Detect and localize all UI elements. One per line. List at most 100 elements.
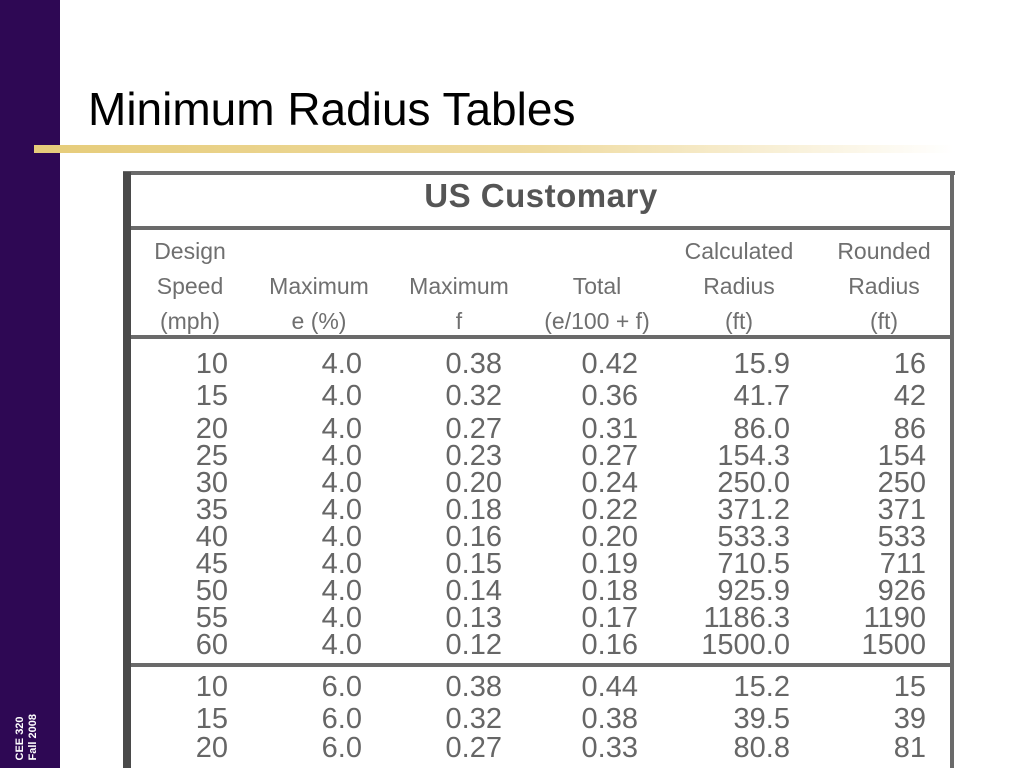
cell-max-e: 6.0 (321, 671, 362, 703)
cell-rounded-radius: 371 (877, 494, 926, 526)
header-line (396, 234, 522, 269)
header-line: f (455, 308, 463, 334)
cell-total: 0.24 (581, 467, 638, 499)
cell-calc-radius: 1500.0 (701, 629, 790, 661)
cell-total: 0.17 (581, 602, 638, 634)
title-underline (34, 145, 954, 153)
header-line: Speed (156, 273, 224, 299)
header-rounded-radius: Rounded Radius (ft) (820, 234, 948, 334)
cell-max-f: 0.27 (445, 413, 502, 445)
cell-calc-radius: 86.0 (733, 413, 790, 445)
header-max-e: Maximum e (%) (256, 234, 382, 334)
cell-rounded-radius: 250 (877, 467, 926, 499)
table-row: 15 4.0 0.32 0.36 41.7 42 (120, 380, 958, 412)
cell-max-f: 0.18 (445, 494, 502, 526)
cell-calc-radius: 371.2 (717, 494, 790, 526)
cell-speed: 10 (195, 671, 228, 703)
table-row: 20 6.0 0.27 0.33 80.8 81 (120, 732, 958, 764)
cell-max-f: 0.32 (445, 380, 502, 412)
cell-rounded-radius: 533 (877, 521, 926, 553)
cell-total: 0.44 (581, 671, 638, 703)
header-divider (131, 335, 951, 339)
course-code: CEE 320 (14, 715, 26, 760)
cell-max-f: 0.23 (445, 440, 502, 472)
cell-max-f: 0.14 (445, 575, 502, 607)
table-border-top (123, 171, 955, 175)
table-row: 25 4.0 0.23 0.27 154.3 154 (120, 440, 958, 472)
cell-max-f: 0.32 (445, 703, 502, 735)
cell-rounded-radius: 81 (893, 732, 926, 764)
cell-speed: 50 (195, 575, 228, 607)
cell-calc-radius: 533.3 (717, 521, 790, 553)
cell-rounded-radius: 39 (893, 703, 926, 735)
cell-rounded-radius: 154 (877, 440, 926, 472)
cell-max-e: 4.0 (321, 575, 362, 607)
table-row: 40 4.0 0.16 0.20 533.3 533 (120, 521, 958, 553)
table-row: 20 4.0 0.27 0.31 86.0 86 (120, 413, 958, 445)
slide-title: Minimum Radius Tables (88, 83, 576, 135)
cell-rounded-radius: 15 (893, 671, 926, 703)
cell-calc-radius: 39.5 (733, 703, 790, 735)
header-line: Design (154, 238, 226, 264)
cell-speed: 15 (195, 380, 228, 412)
course-term: Fall 2008 (27, 713, 39, 760)
cell-calc-radius: 710.5 (717, 548, 790, 580)
table-row: 45 4.0 0.15 0.19 710.5 711 (120, 548, 958, 580)
cell-calc-radius: 925.9 (717, 575, 790, 607)
cell-max-e: 4.0 (321, 548, 362, 580)
cell-total: 0.38 (581, 703, 638, 735)
course-label: CEE 320 Fall 2008 (14, 714, 40, 760)
cell-rounded-radius: 926 (877, 575, 926, 607)
cell-total: 0.18 (581, 575, 638, 607)
cell-max-f: 0.12 (445, 629, 502, 661)
cell-calc-radius: 154.3 (717, 440, 790, 472)
cell-rounded-radius: 86 (893, 413, 926, 445)
cell-max-f: 0.15 (445, 548, 502, 580)
cell-calc-radius: 15.2 (733, 671, 790, 703)
cell-speed: 20 (195, 413, 228, 445)
header-line (530, 234, 664, 269)
cell-max-e: 4.0 (321, 521, 362, 553)
cell-speed: 60 (195, 629, 228, 661)
cell-max-f: 0.13 (445, 602, 502, 634)
header-line: Calculated (684, 238, 794, 264)
cell-speed: 35 (195, 494, 228, 526)
table-row: 10 4.0 0.38 0.42 15.9 16 (120, 348, 958, 380)
cell-total: 0.42 (581, 348, 638, 380)
table-section-title: US Customary (424, 177, 658, 214)
cell-total: 0.20 (581, 521, 638, 553)
cell-speed: 25 (195, 440, 228, 472)
cell-speed: 20 (195, 732, 228, 764)
header-line: (mph) (159, 308, 221, 334)
cell-max-e: 4.0 (321, 380, 362, 412)
title-divider (131, 226, 951, 230)
cell-calc-radius: 250.0 (717, 467, 790, 499)
cell-total: 0.19 (581, 548, 638, 580)
cell-max-e: 4.0 (321, 413, 362, 445)
cell-max-e: 4.0 (321, 602, 362, 634)
table-border-left (123, 172, 131, 768)
cell-rounded-radius: 16 (893, 348, 926, 380)
header-total: Total (e/100 + f) (530, 234, 664, 334)
table-row: 55 4.0 0.13 0.17 1186.3 1190 (120, 602, 958, 634)
cell-speed: 55 (195, 602, 228, 634)
header-line: Total (572, 273, 622, 299)
table-row: 60 4.0 0.12 0.16 1500.0 1500 (120, 629, 958, 661)
cell-calc-radius: 41.7 (733, 380, 790, 412)
header-line: Rounded (837, 238, 931, 264)
header-line: (ft) (724, 308, 754, 334)
cell-calc-radius: 15.9 (733, 348, 790, 380)
table-row: 50 4.0 0.14 0.18 925.9 926 (120, 575, 958, 607)
cell-calc-radius: 80.8 (733, 732, 790, 764)
cell-rounded-radius: 711 (879, 548, 926, 580)
header-line: (ft) (869, 308, 899, 334)
cell-speed: 15 (195, 703, 228, 735)
table-border-right (950, 172, 954, 768)
cell-max-e: 4.0 (321, 467, 362, 499)
cell-rounded-radius: 42 (893, 380, 926, 412)
cell-total: 0.27 (581, 440, 638, 472)
header-line: Maximum (409, 273, 509, 299)
cell-speed: 45 (195, 548, 228, 580)
header-max-f: Maximum f (396, 234, 522, 334)
header-line: Radius (848, 273, 920, 299)
